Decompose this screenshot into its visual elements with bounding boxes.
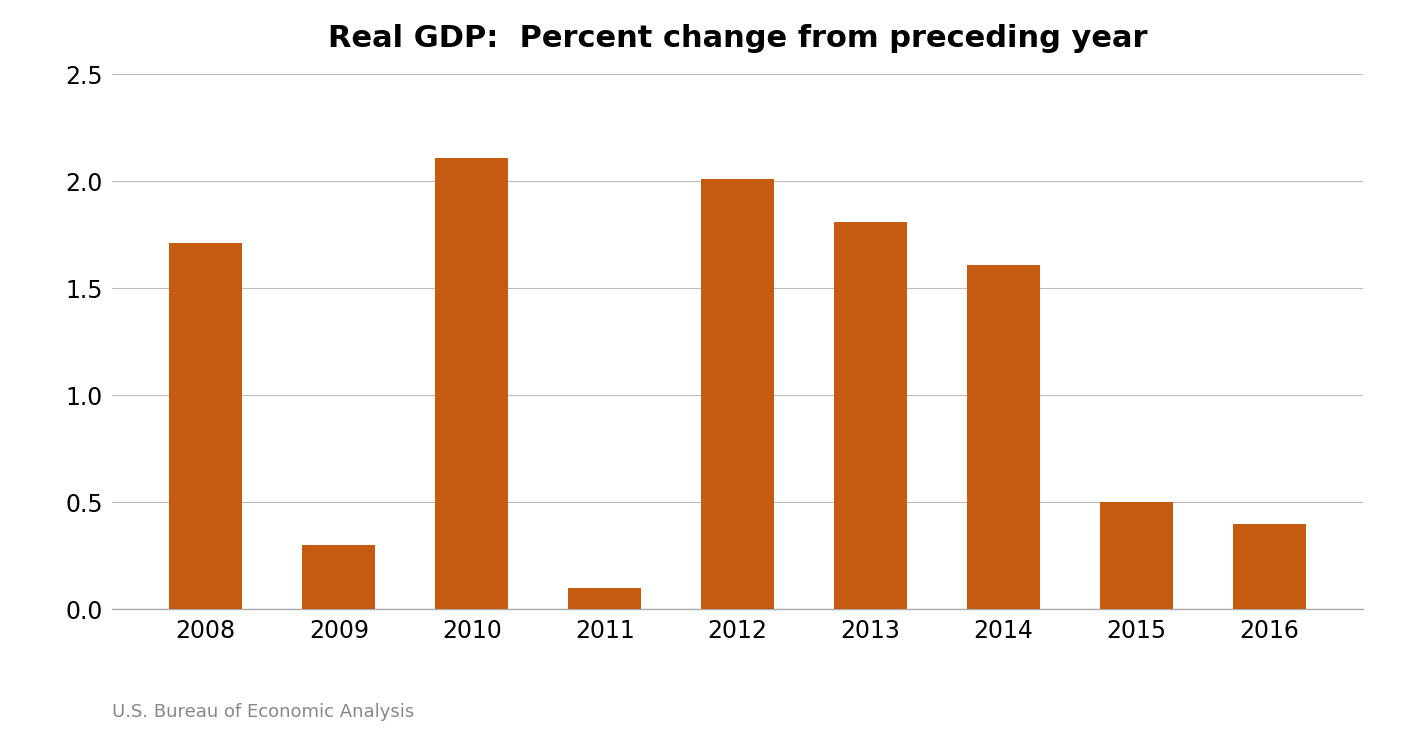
Bar [967,265,1040,609]
Text: U.S. Bureau of Economic Analysis: U.S. Bureau of Economic Analysis [112,703,414,721]
Bar [436,158,509,609]
Bar [568,588,641,609]
Bar [1100,502,1173,609]
Title: Real GDP:  Percent change from preceding year: Real GDP: Percent change from preceding … [327,24,1148,53]
Bar [302,545,375,609]
Bar [835,222,908,609]
Bar [1232,524,1307,609]
Bar [701,179,774,609]
Bar [169,244,243,609]
